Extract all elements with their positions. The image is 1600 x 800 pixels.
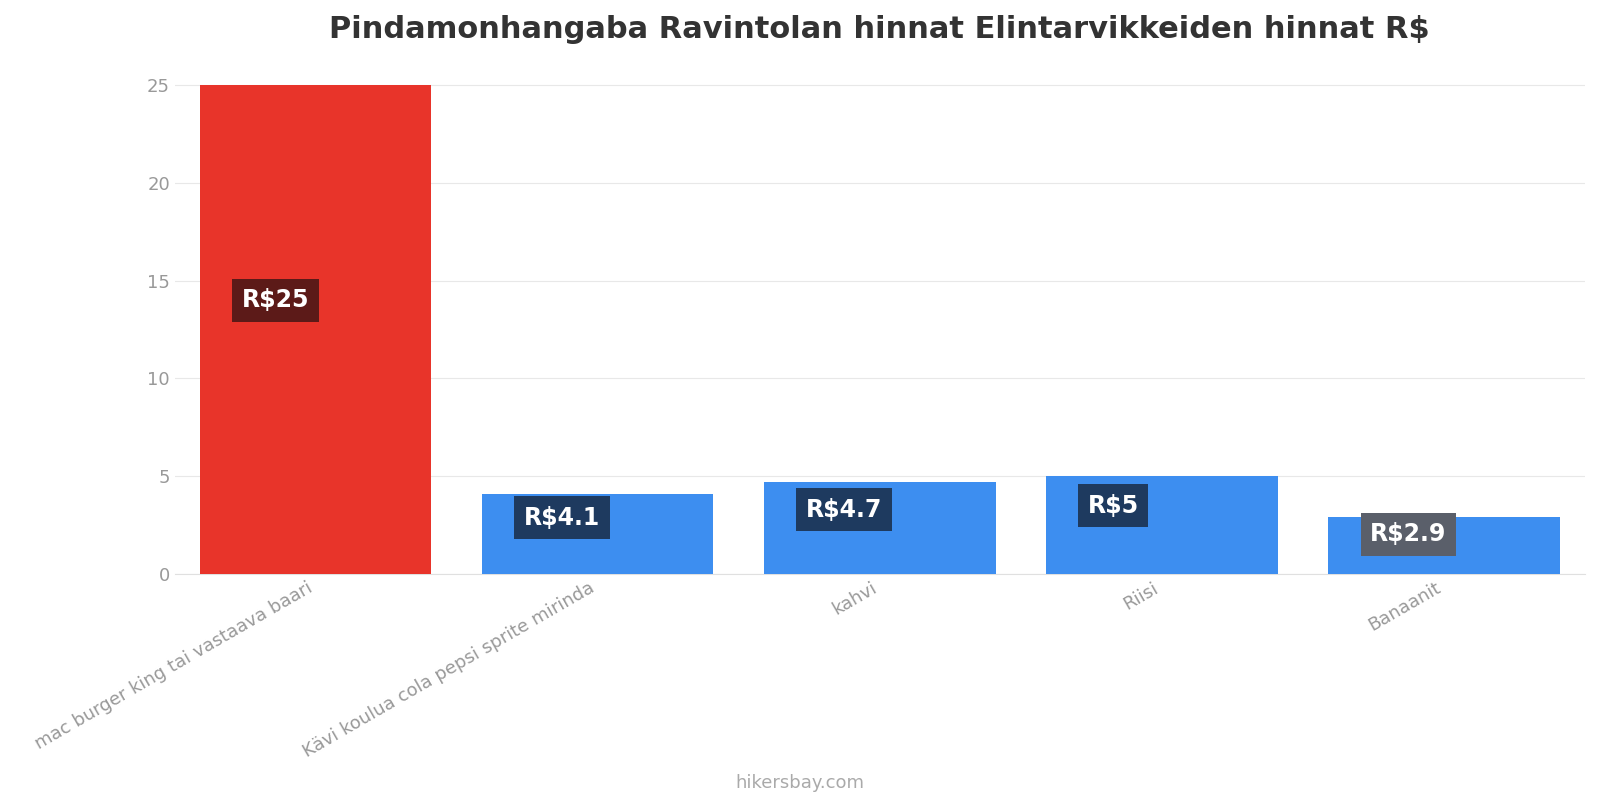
Bar (1328, 518, 1560, 574)
Text: hikersbay.com: hikersbay.com (736, 774, 864, 792)
Bar (765, 482, 995, 574)
Text: R$5: R$5 (1088, 494, 1139, 518)
Text: R$25: R$25 (242, 288, 309, 312)
Text: R$4.7: R$4.7 (806, 498, 882, 522)
Text: R$4.1: R$4.1 (523, 506, 600, 530)
Text: R$2.9: R$2.9 (1370, 522, 1446, 546)
Bar (200, 86, 432, 574)
Bar (1046, 476, 1277, 574)
Title: Pindamonhangaba Ravintolan hinnat Elintarvikkeiden hinnat R$: Pindamonhangaba Ravintolan hinnat Elinta… (330, 15, 1430, 44)
Bar (482, 494, 714, 574)
